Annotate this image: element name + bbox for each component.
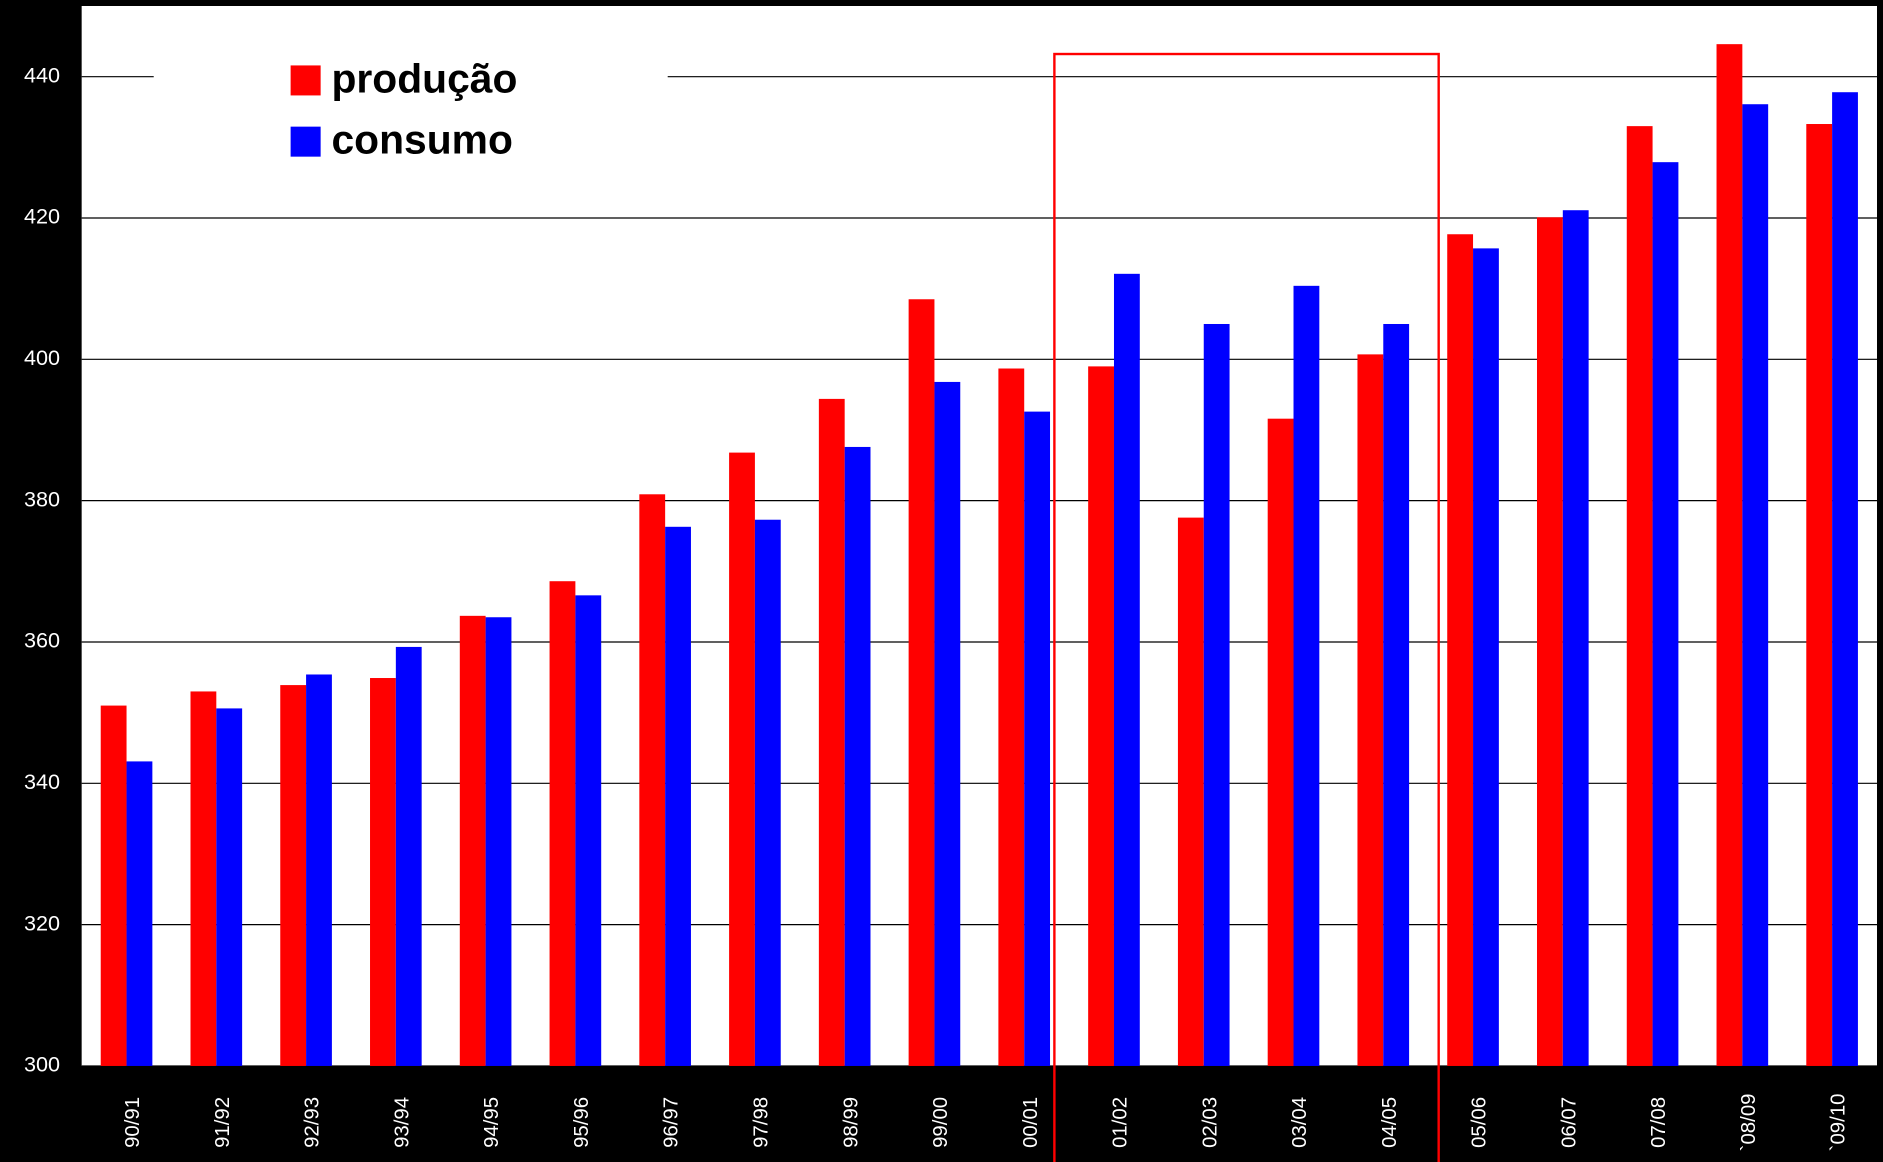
x-tick-label: 02/03: [1199, 1097, 1221, 1148]
x-tick-label: 94/95: [481, 1097, 503, 1148]
x-tick-label: `09/10: [1828, 1093, 1850, 1151]
bar: [126, 761, 153, 1066]
bar: [729, 452, 755, 1066]
bar: [1473, 248, 1499, 1066]
x-tick-label: 90/91: [122, 1097, 144, 1148]
bar: [1088, 366, 1114, 1066]
bar: [844, 446, 871, 1066]
y-tick-label: 440: [24, 62, 60, 87]
x-tick-label: 93/94: [391, 1097, 413, 1148]
x-tick-label: 03/04: [1289, 1097, 1311, 1148]
bar: [306, 674, 332, 1066]
x-tick-label: 00/01: [1020, 1097, 1042, 1148]
bar: [1024, 411, 1051, 1066]
legend-swatch: [290, 65, 321, 96]
bar: [1562, 210, 1589, 1066]
bar: [190, 691, 217, 1066]
bar: [395, 646, 422, 1066]
bar: [998, 368, 1025, 1066]
y-tick-label: 340: [24, 769, 60, 794]
x-tick-label: 97/98: [751, 1097, 773, 1148]
legend: produção consumo: [290, 55, 517, 163]
x-tick-label: 91/92: [212, 1097, 234, 1148]
x-tick-label: 07/08: [1648, 1097, 1670, 1148]
bar: [575, 595, 602, 1066]
bar: [639, 494, 666, 1066]
bar: [216, 708, 243, 1066]
bar: [1293, 285, 1320, 1066]
x-tick-label: `08/09: [1738, 1093, 1760, 1151]
bar: [1652, 162, 1679, 1066]
y-tick-label: 400: [24, 345, 60, 370]
bar: [1832, 92, 1858, 1066]
x-tick-label: 95/96: [571, 1097, 593, 1148]
bar: [1447, 234, 1474, 1066]
bar: [370, 678, 396, 1066]
bar: [1177, 517, 1204, 1066]
legend-label: consumo: [331, 117, 512, 163]
x-tick-label: 05/06: [1469, 1097, 1491, 1148]
bar: [818, 398, 845, 1066]
x-tick-label: 06/07: [1558, 1097, 1580, 1148]
bars: [100, 44, 1858, 1066]
bar: [934, 381, 961, 1066]
bar: [485, 617, 512, 1066]
y-tick-label: 300: [24, 1052, 60, 1077]
bar: [1357, 354, 1384, 1066]
legend-swatch: [290, 126, 321, 157]
bar: [280, 685, 307, 1066]
bar: [1806, 124, 1833, 1066]
bar: [1113, 273, 1140, 1066]
highlight-box: [1053, 52, 1440, 1162]
x-tick-label: 98/99: [840, 1097, 862, 1148]
y-tick-label: 320: [24, 910, 60, 935]
bar: [1742, 104, 1769, 1066]
legend-label: produção: [331, 55, 517, 101]
bar: [1203, 323, 1230, 1066]
bar: [549, 581, 576, 1066]
y-tick-label: 360: [24, 628, 60, 653]
bar: [665, 526, 691, 1066]
labels: 300 320 340 360 380 400 420 440 90/91 91/92 92/93 9…: [24, 62, 1850, 1151]
bar: [1626, 126, 1653, 1066]
x-tick-label: 92/93: [302, 1097, 324, 1148]
y-tick-label: 420: [24, 204, 60, 229]
x-tick-label: 96/97: [661, 1097, 683, 1148]
bar: [100, 705, 127, 1066]
bar: [1267, 418, 1294, 1066]
legend-box: [153, 48, 668, 169]
bar: [1716, 44, 1743, 1066]
x-tick-label: 99/00: [930, 1097, 952, 1148]
bar: [908, 299, 935, 1066]
x-tick-label: 04/05: [1379, 1097, 1401, 1148]
bar: [754, 519, 781, 1066]
bar: [459, 615, 486, 1066]
bar: [1383, 323, 1410, 1066]
x-tick-label: 01/02: [1110, 1097, 1132, 1148]
bar: [1536, 217, 1563, 1066]
y-tick-label: 380: [24, 486, 60, 511]
